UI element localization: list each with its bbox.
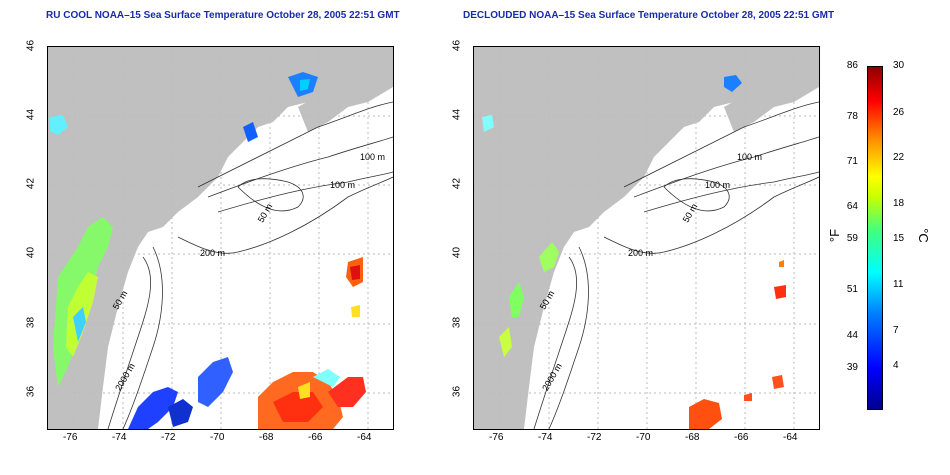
celsius-tick: 30 bbox=[893, 60, 905, 71]
temperature-colorbar bbox=[867, 66, 883, 410]
lon-tick-label: -70 bbox=[210, 432, 225, 443]
fahrenheit-tick: 71 bbox=[846, 156, 858, 167]
lat-tick-label: 46 bbox=[25, 39, 37, 52]
contour-label: 200 m bbox=[200, 248, 226, 258]
contour-label: 100 m bbox=[360, 152, 386, 162]
sst-patches bbox=[50, 72, 366, 429]
fahrenheit-tick: 86 bbox=[846, 60, 858, 71]
lon-tick-label: -72 bbox=[161, 432, 176, 443]
lat-tick-label: 46 bbox=[451, 39, 463, 52]
contour-label: 100 m bbox=[705, 180, 731, 190]
lat-tick-label: 40 bbox=[451, 246, 463, 259]
lat-tick-label: 38 bbox=[25, 316, 37, 329]
bathymetry-contours bbox=[107, 101, 393, 429]
lon-tick-label: -66 bbox=[734, 432, 749, 443]
lon-tick-label: -76 bbox=[63, 432, 78, 443]
celsius-tick: 22 bbox=[893, 152, 905, 163]
celsius-tick: 4 bbox=[893, 360, 899, 371]
lon-tick-label: -74 bbox=[538, 432, 553, 443]
celsius-tick: 15 bbox=[893, 233, 905, 244]
lon-tick-label: -64 bbox=[783, 432, 798, 443]
fahrenheit-tick: 51 bbox=[846, 284, 858, 295]
fahrenheit-tick: 78 bbox=[846, 111, 858, 122]
celsius-tick: 11 bbox=[893, 279, 904, 290]
lon-tick-label: -68 bbox=[259, 432, 274, 443]
contour-label: 100 m bbox=[330, 180, 356, 190]
land-mass bbox=[48, 47, 393, 429]
celsius-tick: 18 bbox=[893, 198, 905, 209]
right-sst-map bbox=[473, 46, 820, 430]
sst-patches bbox=[482, 75, 786, 429]
right-map-canvas bbox=[474, 47, 819, 429]
lat-tick-label: 38 bbox=[451, 316, 463, 329]
lon-tick-label: -68 bbox=[685, 432, 700, 443]
lat-tick-label: 44 bbox=[25, 108, 37, 121]
lon-tick-label: -64 bbox=[357, 432, 372, 443]
lon-tick-label: -74 bbox=[112, 432, 127, 443]
contour-label: 100 m bbox=[737, 152, 763, 162]
celsius-tick: 7 bbox=[893, 325, 899, 336]
lat-tick-label: 42 bbox=[451, 177, 463, 190]
nova-scotia bbox=[724, 62, 819, 132]
fahrenheit-tick: 39 bbox=[846, 362, 858, 373]
lat-tick-label: 42 bbox=[25, 177, 37, 190]
lon-tick-label: -72 bbox=[587, 432, 602, 443]
lat-tick-label: 36 bbox=[451, 385, 463, 398]
celsius-tick: 26 bbox=[893, 107, 905, 118]
left-map-canvas bbox=[48, 47, 393, 429]
nova-scotia bbox=[298, 62, 393, 132]
fahrenheit-tick: 44 bbox=[846, 330, 858, 341]
right-map-title: DECLOUDED NOAA–15 Sea Surface Temperatur… bbox=[463, 10, 835, 21]
celsius-unit-label: °C bbox=[915, 228, 931, 243]
contour-label: 200 m bbox=[628, 248, 654, 258]
land-mass bbox=[474, 47, 819, 429]
lon-tick-label: -76 bbox=[489, 432, 504, 443]
lon-tick-label: -66 bbox=[308, 432, 323, 443]
fahrenheit-tick: 64 bbox=[846, 201, 858, 212]
lat-tick-label: 40 bbox=[25, 246, 37, 259]
fahrenheit-tick: 59 bbox=[846, 233, 858, 244]
lon-tick-label: -70 bbox=[636, 432, 651, 443]
bathymetry-contours bbox=[533, 101, 819, 429]
grid-lines bbox=[474, 47, 819, 429]
left-map-title: RU COOL NOAA–15 Sea Surface Temperature … bbox=[46, 10, 400, 21]
grid-lines bbox=[48, 47, 393, 429]
lat-tick-label: 44 bbox=[451, 108, 463, 121]
fahrenheit-unit-label: °F bbox=[827, 228, 843, 243]
lat-tick-label: 36 bbox=[25, 385, 37, 398]
left-sst-map bbox=[47, 46, 394, 430]
